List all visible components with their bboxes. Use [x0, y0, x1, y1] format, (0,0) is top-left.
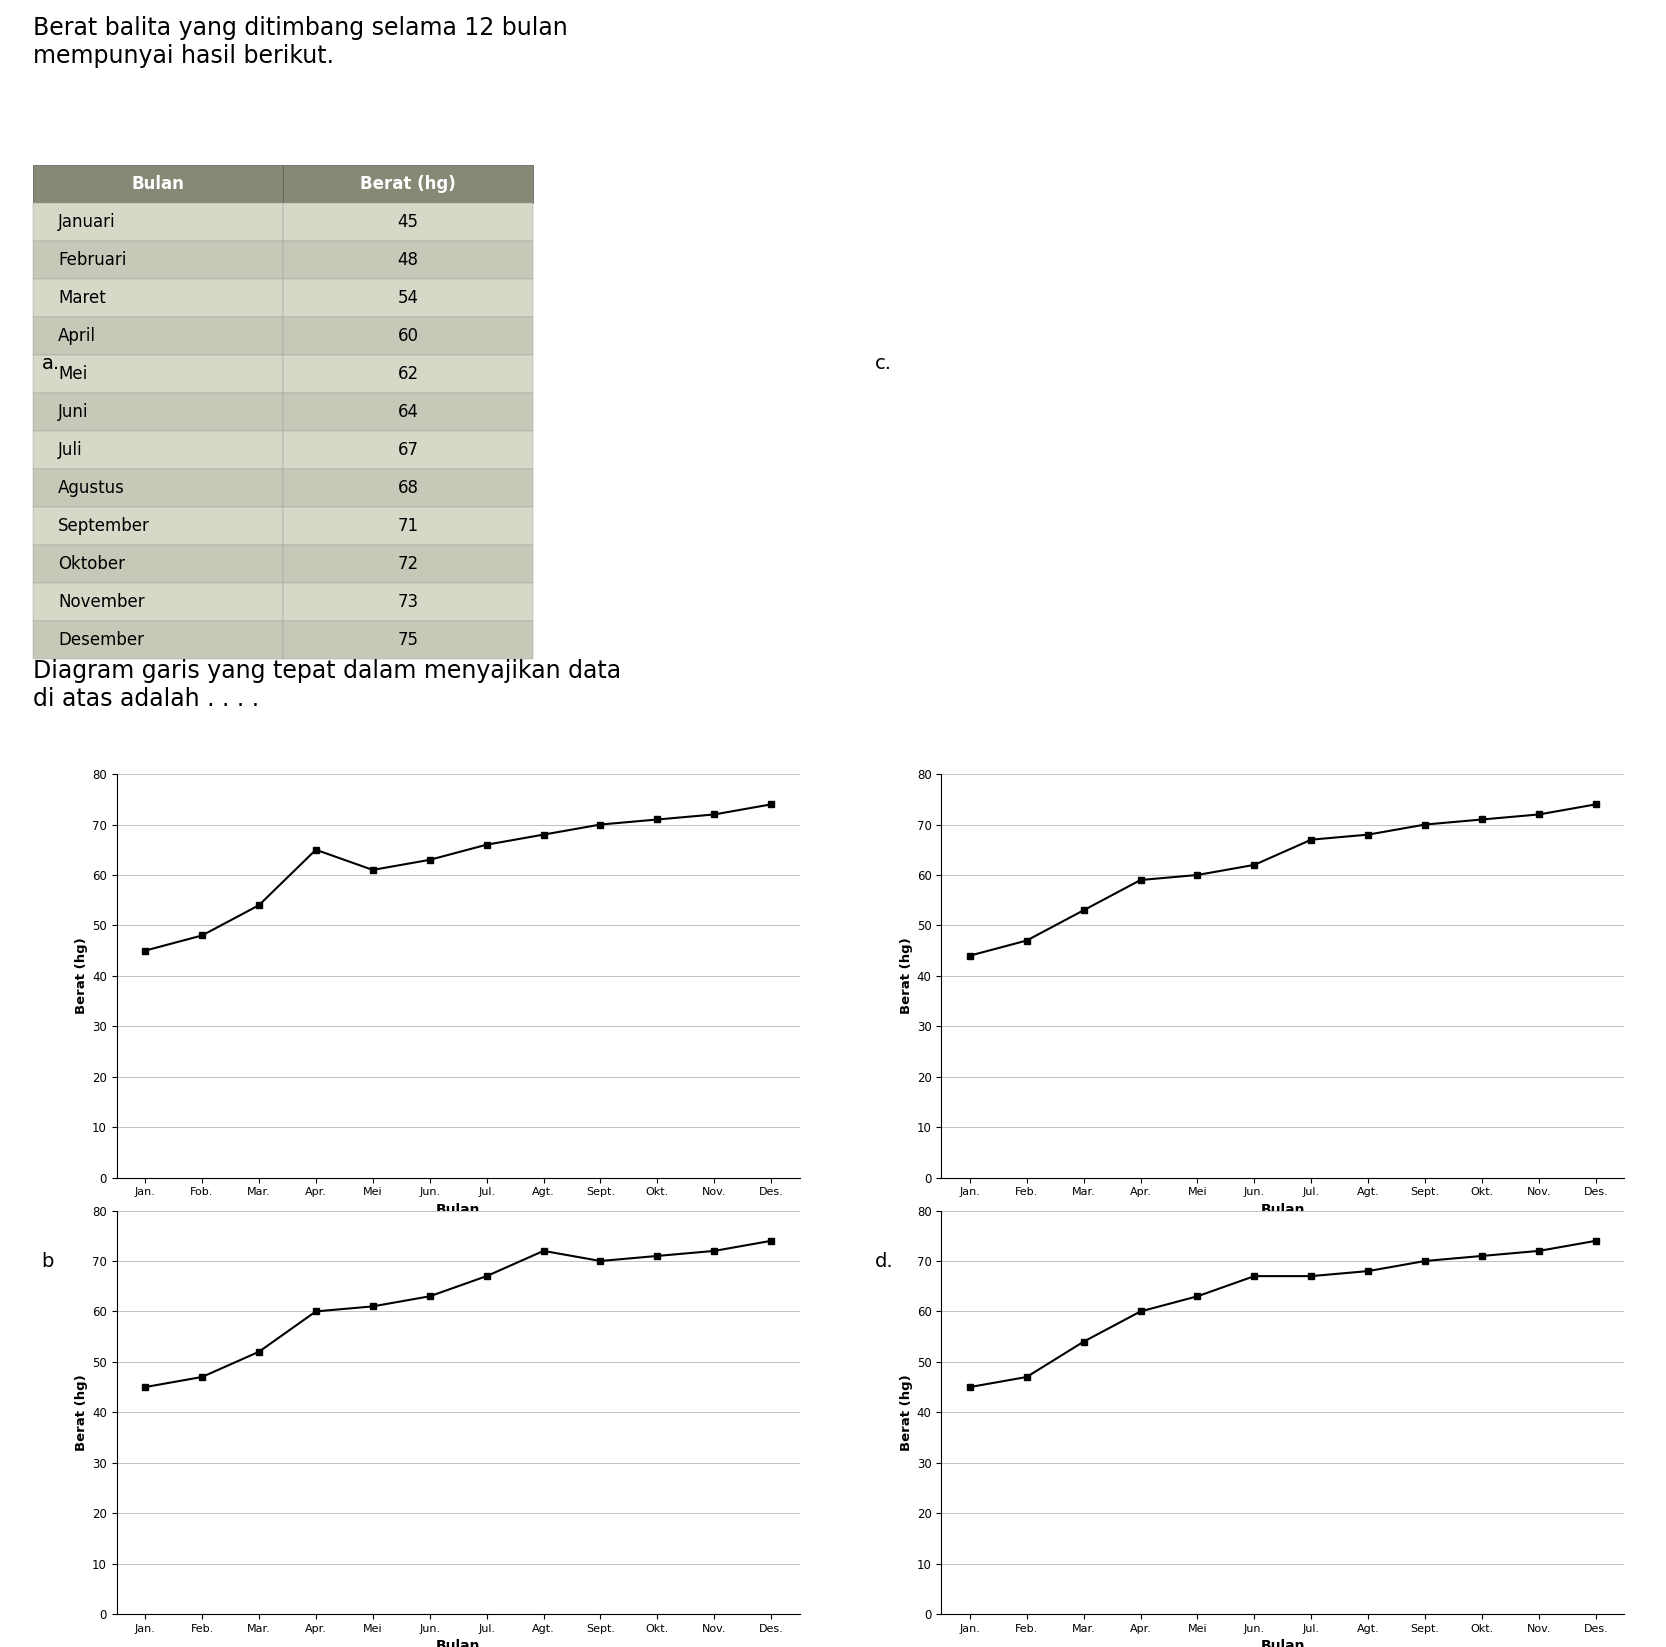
Text: c.: c.: [875, 354, 891, 374]
Y-axis label: Berat (hg): Berat (hg): [900, 1374, 913, 1451]
Y-axis label: Berat (hg): Berat (hg): [75, 1374, 88, 1451]
X-axis label: Bulan: Bulan: [436, 1639, 480, 1647]
Text: Diagram garis yang tepat dalam menyajikan data
di atas adalah . . . .: Diagram garis yang tepat dalam menyajika…: [33, 659, 621, 710]
X-axis label: Bulan: Bulan: [436, 1202, 480, 1217]
Y-axis label: Berat (hg): Berat (hg): [75, 937, 88, 1015]
Text: Berat balita yang ditimbang selama 12 bulan
mempunyai hasil berikut.: Berat balita yang ditimbang selama 12 bu…: [33, 16, 568, 68]
Text: b: b: [42, 1252, 53, 1271]
X-axis label: Bulan: Bulan: [1261, 1639, 1304, 1647]
X-axis label: Bulan: Bulan: [1261, 1202, 1304, 1217]
Text: d.: d.: [875, 1252, 893, 1271]
Y-axis label: Berat (hg): Berat (hg): [900, 937, 913, 1015]
Text: a.: a.: [42, 354, 60, 374]
